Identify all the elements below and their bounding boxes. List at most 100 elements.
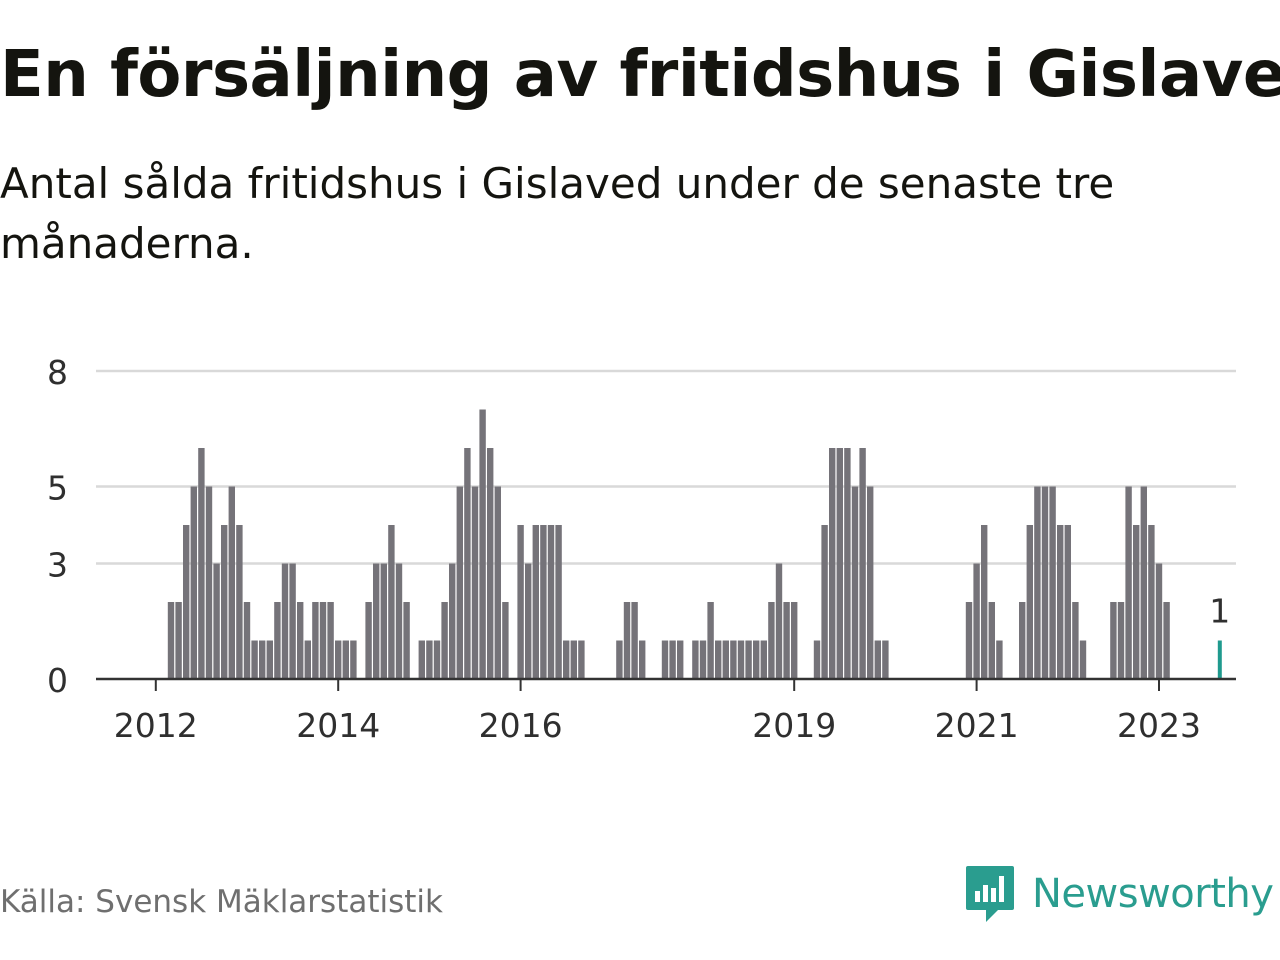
bar xyxy=(851,486,859,679)
bar xyxy=(829,448,836,679)
bar xyxy=(183,525,190,679)
y-tick-label: 0 xyxy=(47,661,68,700)
y-tick-label: 3 xyxy=(47,546,68,585)
bar xyxy=(988,602,995,679)
bar xyxy=(1019,602,1026,679)
bar xyxy=(350,640,357,679)
bar xyxy=(555,525,562,679)
bar xyxy=(631,602,638,679)
bar xyxy=(821,525,828,679)
bar xyxy=(236,525,243,679)
bar xyxy=(730,640,737,679)
bar xyxy=(745,640,752,679)
bar xyxy=(342,640,349,679)
bar xyxy=(1163,602,1170,679)
bar xyxy=(1026,525,1033,679)
bar xyxy=(365,602,372,679)
bar xyxy=(464,448,471,679)
bar xyxy=(1133,525,1140,679)
bar xyxy=(304,640,311,679)
chart-title: En försäljning av fritidshus i Gislaved xyxy=(0,38,1280,112)
bar xyxy=(426,640,433,679)
bar xyxy=(266,640,273,679)
bar xyxy=(403,602,410,679)
newsworthy-logo-icon xyxy=(966,866,1014,922)
y-tick-label: 5 xyxy=(47,469,68,508)
bar xyxy=(380,563,387,679)
bar xyxy=(1148,525,1155,679)
bar xyxy=(175,602,182,679)
bar xyxy=(1140,486,1147,679)
bar xyxy=(623,602,631,679)
bar xyxy=(874,640,881,679)
bar xyxy=(335,640,342,679)
bar xyxy=(1125,486,1132,679)
x-tick-label: 2012 xyxy=(114,706,198,745)
bar xyxy=(312,602,319,679)
bar xyxy=(760,640,767,679)
bar xyxy=(753,640,760,679)
bar xyxy=(639,640,646,679)
axes: 0 3 5 8 1 2012 2014 2016 2019 2021 2023 xyxy=(47,353,1236,745)
brand-name: Newsworthy xyxy=(1032,871,1274,917)
x-tick-label: 2023 xyxy=(1117,706,1201,745)
bar xyxy=(578,640,585,679)
bar xyxy=(722,640,729,679)
bar xyxy=(327,602,334,679)
bar xyxy=(1041,486,1049,679)
bar xyxy=(707,602,714,679)
x-tick-label: 2016 xyxy=(479,706,563,745)
bar xyxy=(251,640,258,679)
highlight-value-label: 1 xyxy=(1209,592,1230,631)
bar xyxy=(791,602,798,679)
bar xyxy=(167,602,175,679)
bar xyxy=(395,563,403,679)
bar xyxy=(243,602,251,679)
bar xyxy=(525,563,532,679)
bar xyxy=(1117,602,1125,679)
bar xyxy=(274,602,281,679)
bar xyxy=(1057,525,1064,679)
bar xyxy=(1064,525,1071,679)
x-tick-label: 2019 xyxy=(752,706,836,745)
bar xyxy=(677,640,684,679)
bar xyxy=(996,640,1003,679)
bar xyxy=(281,563,289,679)
bar xyxy=(859,448,866,679)
bar xyxy=(456,486,463,679)
bar xyxy=(319,602,327,679)
bar xyxy=(661,640,669,679)
bar xyxy=(867,486,874,679)
bar xyxy=(1110,602,1117,679)
bar xyxy=(836,448,843,679)
x-tick-label: 2014 xyxy=(296,706,380,745)
highlight-bar xyxy=(1217,640,1222,679)
bar xyxy=(563,640,570,679)
bar xyxy=(547,525,555,679)
bar xyxy=(1072,602,1079,679)
bar xyxy=(965,602,973,679)
bar xyxy=(768,602,775,679)
bar xyxy=(737,640,745,679)
bar xyxy=(1034,486,1041,679)
x-tick-label: 2021 xyxy=(935,706,1019,745)
bar xyxy=(1049,486,1056,679)
bar xyxy=(213,563,220,679)
bar xyxy=(1155,563,1163,679)
bar xyxy=(433,640,441,679)
y-tick-label: 8 xyxy=(47,353,68,392)
bar xyxy=(205,486,213,679)
newsworthy-logo[interactable]: Newsworthy xyxy=(964,864,1274,924)
bar xyxy=(441,602,448,679)
bar xyxy=(502,602,509,679)
bar xyxy=(813,640,821,679)
bar xyxy=(198,448,205,679)
bar xyxy=(616,640,623,679)
chart-subtitle: Antal sålda fritidshus i Gislaved under … xyxy=(0,159,1115,268)
bar xyxy=(190,486,197,679)
bar xyxy=(715,640,722,679)
bar xyxy=(487,448,494,679)
bar xyxy=(844,448,851,679)
bar-chart: 0 3 5 8 1 2012 2014 2016 2019 2021 2023 xyxy=(47,353,1236,745)
bar xyxy=(981,525,988,679)
